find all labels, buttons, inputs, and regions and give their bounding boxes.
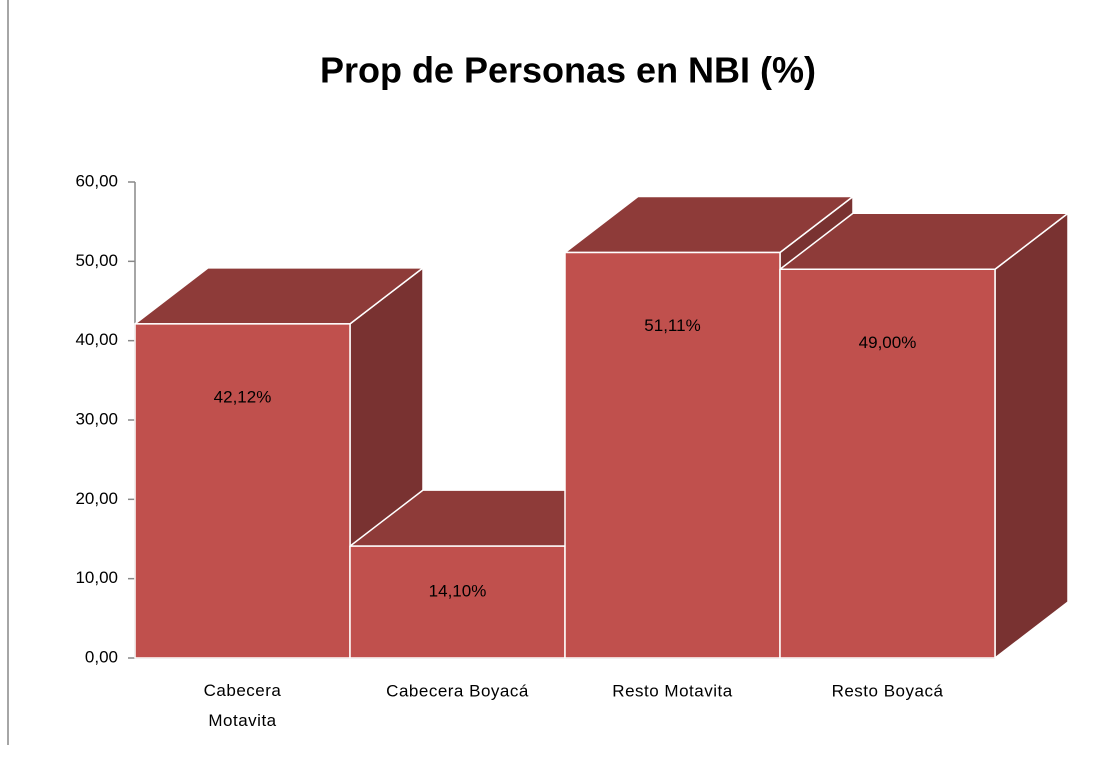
bar-side — [994, 212, 1069, 659]
x-tick-label: Cabecera Boyacá — [386, 681, 529, 700]
bar-front — [134, 323, 351, 659]
data-label: 14,10% — [429, 582, 487, 601]
x-tick-label: Cabecera Motavita — [204, 681, 282, 730]
x-tick-label: Resto Motavita — [612, 681, 732, 700]
y-tick-label: 20,00 — [75, 489, 118, 508]
data-label: 42,12% — [214, 387, 272, 406]
y-tick-label: 0,00 — [85, 647, 118, 666]
data-label: 49,00% — [859, 333, 917, 352]
y-tick-label: 10,00 — [75, 568, 118, 587]
y-tick-label: 50,00 — [75, 251, 118, 270]
y-tick-label: 40,00 — [75, 330, 118, 349]
bar — [779, 212, 1069, 659]
y-tick-label: 60,00 — [75, 171, 118, 190]
bar-front — [349, 545, 566, 659]
y-tick-label: 30,00 — [75, 409, 118, 428]
x-tick-label: Resto Boyacá — [832, 681, 944, 700]
bar-front — [779, 268, 996, 659]
chart-title: Prop de Personas en NBI (%) — [320, 50, 816, 91]
data-label: 51,11% — [644, 316, 700, 335]
bar-front — [564, 251, 781, 659]
